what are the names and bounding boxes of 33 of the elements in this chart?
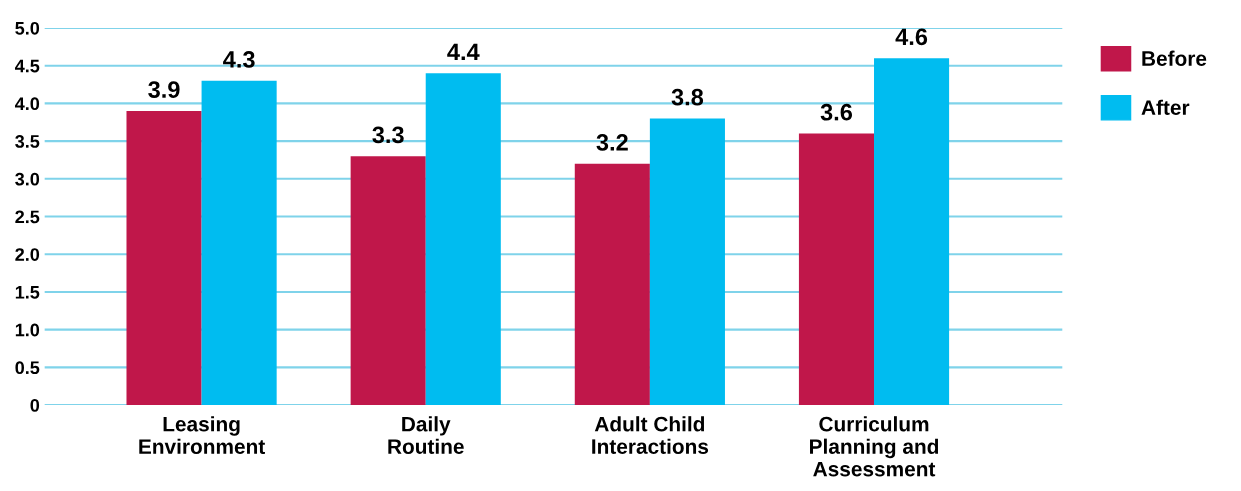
bar [649, 118, 725, 406]
bar [425, 73, 501, 406]
y-tick-label: 2.5 [15, 210, 40, 224]
y-tick-label: 0 [30, 399, 40, 412]
data-label: 4.3 [223, 51, 255, 68]
bar [574, 163, 650, 406]
bar [350, 156, 426, 406]
legend-label: Before [1142, 50, 1207, 66]
bar [201, 80, 277, 406]
y-tick-label: 5.0 [15, 21, 40, 35]
y-tick-label: 2.0 [15, 248, 40, 261]
x-tick-label: Leasing Environment [139, 416, 265, 455]
x-tick-label: Adult Child Interactions [592, 416, 709, 454]
x-tick-label: Curriculum Planning and Assessment [810, 416, 939, 477]
bar [126, 110, 202, 406]
y-tick-label: 4.5 [14, 59, 40, 73]
bar [874, 58, 950, 406]
data-label: 3.6 [820, 103, 853, 121]
bar [798, 133, 875, 406]
y-tick-label: 4.0 [14, 97, 40, 111]
data-label: 4.4 [447, 43, 480, 60]
y-tick-label: 3.0 [15, 172, 40, 186]
y-tick-label: 3.5 [15, 135, 40, 148]
y-tick-label: 1.0 [15, 323, 40, 337]
legend-label: After [1141, 99, 1190, 115]
data-label: 3.3 [372, 126, 404, 144]
data-label: 3.8 [671, 88, 704, 106]
y-tick-label: 0.5 [15, 361, 40, 375]
data-label: 4.6 [895, 28, 928, 46]
x-tick-label: Daily Routine [388, 416, 464, 454]
y-tick-label: 1.5 [15, 286, 40, 299]
data-label: 3.9 [148, 81, 180, 98]
data-label: 3.2 [596, 134, 628, 151]
